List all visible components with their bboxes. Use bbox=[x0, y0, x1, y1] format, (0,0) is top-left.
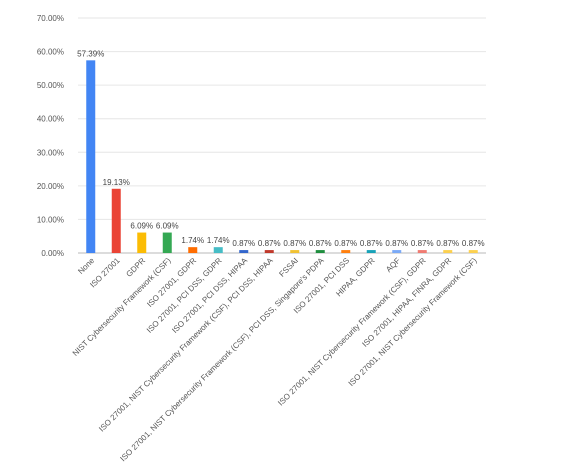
data-label: 57.39% bbox=[77, 49, 104, 58]
bar bbox=[392, 250, 402, 253]
data-label: 0.87% bbox=[232, 239, 255, 248]
y-tick-label: 50.00% bbox=[37, 81, 64, 90]
data-label: 0.87% bbox=[258, 239, 281, 248]
y-tick-label: 10.00% bbox=[37, 215, 64, 224]
data-label: 1.74% bbox=[181, 236, 204, 245]
data-labels: 57.39%19.13%6.09% 6.09%1.74% 1.74% 0.87% 0.8… bbox=[77, 49, 484, 248]
y-axis-tick-labels: 0.00% 10.00% 20.00% 30.00% 40.00% 50.00% 60.00… bbox=[37, 14, 64, 258]
bar bbox=[239, 250, 249, 253]
data-label: 1.74% bbox=[207, 236, 230, 245]
y-tick-label: 0.00% bbox=[41, 249, 64, 258]
bar bbox=[443, 250, 453, 253]
bar bbox=[162, 232, 172, 253]
data-label: 0.87% bbox=[436, 239, 459, 248]
bar bbox=[188, 247, 198, 253]
x-category-label: AQF bbox=[384, 256, 402, 274]
bar bbox=[290, 250, 300, 253]
gridlines bbox=[78, 17, 486, 254]
bar bbox=[213, 247, 223, 253]
data-label: 0.87% bbox=[309, 239, 332, 248]
y-tick-label: 20.00% bbox=[37, 182, 64, 191]
x-category-label: None bbox=[76, 256, 96, 276]
data-label: 19.13% bbox=[103, 178, 130, 187]
bars bbox=[86, 60, 478, 253]
y-tick-label: 70.00% bbox=[37, 14, 64, 23]
bar bbox=[417, 250, 427, 253]
data-label: 0.87% bbox=[334, 239, 357, 248]
data-label: 0.87% bbox=[385, 239, 408, 248]
bar bbox=[366, 250, 376, 253]
y-tick-label: 40.00% bbox=[37, 115, 64, 124]
bar bbox=[111, 188, 121, 253]
y-tick-label: 30.00% bbox=[37, 148, 64, 157]
data-label: 0.87% bbox=[411, 239, 434, 248]
bar bbox=[86, 60, 96, 253]
x-category-label: GDPR bbox=[124, 256, 147, 279]
bar bbox=[315, 250, 325, 253]
data-label: 6.09% bbox=[156, 222, 179, 231]
bar bbox=[468, 250, 478, 253]
data-label: 0.87% bbox=[283, 239, 306, 248]
data-label: 0.87% bbox=[360, 239, 383, 248]
bar bbox=[341, 250, 351, 253]
bar bbox=[137, 232, 147, 253]
x-category-label: FSSAI bbox=[277, 256, 300, 279]
data-label: 6.09% bbox=[130, 222, 153, 231]
x-category-label: ISO 27001, NIST Cybersecurity Framework … bbox=[97, 256, 275, 434]
data-label: 0.87% bbox=[462, 239, 485, 248]
y-tick-label: 60.00% bbox=[37, 48, 64, 57]
bar bbox=[264, 250, 274, 253]
